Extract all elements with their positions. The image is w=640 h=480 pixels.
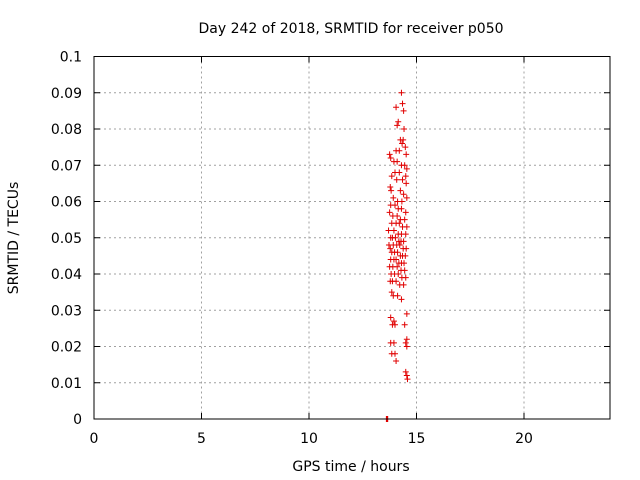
data-point (394, 158, 401, 165)
data-point (387, 155, 394, 161)
data-point (398, 205, 405, 212)
y-tick-label: 0.07 (51, 158, 82, 174)
data-point (403, 180, 410, 187)
data-point (390, 318, 397, 325)
data-point (401, 321, 408, 328)
data-point (390, 194, 397, 201)
tick-layer: 0 0.01 0.02 0.03 0.04 0.05 0.06 0.07 0.08 0.09 0.1… (51, 50, 610, 447)
data-point (393, 278, 400, 285)
data-point (394, 122, 401, 129)
data-point (395, 271, 402, 277)
data-point (402, 173, 409, 180)
y-tick-label: 0.03 (51, 303, 82, 319)
x-tick-label: 20 (515, 431, 533, 447)
data-point (386, 209, 393, 216)
data-point (387, 314, 394, 321)
x-tick-label: 5 (197, 431, 206, 447)
y-tick-label: 0.1 (60, 50, 82, 66)
data-point (403, 372, 410, 379)
data-point (404, 376, 411, 383)
data-point (393, 104, 400, 111)
data-point (400, 238, 407, 245)
data-point (400, 281, 407, 288)
data-point (393, 358, 400, 364)
data-point (393, 176, 400, 183)
data-point (386, 151, 393, 158)
data-point (400, 191, 407, 198)
data-points (383, 89, 411, 422)
data-point (397, 187, 404, 194)
data-point (396, 169, 403, 176)
data-point (396, 220, 403, 227)
data-point (402, 231, 409, 238)
data-point (403, 165, 410, 172)
y-tick-label: 0.04 (51, 267, 82, 283)
data-point (399, 140, 406, 147)
data-point (392, 234, 399, 241)
data-point (398, 198, 405, 205)
y-tick-label: 0.01 (51, 376, 82, 392)
data-point (401, 267, 408, 274)
data-point (402, 144, 409, 151)
data-point (403, 343, 410, 350)
grid-layer (94, 56, 610, 419)
data-point (396, 147, 403, 154)
data-point (402, 209, 409, 216)
data-point (395, 118, 402, 125)
data-point (400, 107, 407, 114)
data-point (402, 339, 409, 346)
data-point (394, 213, 401, 219)
x-tick-label: 10 (300, 431, 318, 447)
data-point (390, 339, 397, 346)
data-point (396, 242, 403, 248)
data-point (399, 176, 406, 183)
data-point (388, 173, 395, 180)
x-axis-label: GPS time / hours (292, 459, 409, 475)
plot-frame (93, 56, 611, 420)
y-tick-label: 0.06 (51, 195, 82, 211)
y-tick-label: 0 (73, 412, 82, 428)
data-point (401, 162, 408, 169)
data-point (401, 216, 408, 223)
y-tick-label: 0.05 (51, 231, 82, 247)
y-tick-label: 0.02 (51, 340, 82, 356)
data-point (390, 227, 397, 234)
data-point (394, 249, 401, 256)
data-point (399, 100, 406, 107)
data-point (403, 310, 410, 317)
data-point (397, 136, 404, 143)
data-point (394, 263, 401, 270)
data-point (403, 336, 410, 343)
data-point (392, 202, 398, 209)
data-point (387, 245, 394, 252)
y-axis-label: SRMTID / TECUs (6, 182, 22, 295)
data-point (402, 368, 409, 375)
data-point (392, 321, 398, 328)
data-point (388, 350, 395, 357)
data-point (403, 223, 410, 230)
data-point (398, 89, 405, 96)
data-point (394, 292, 401, 299)
data-point (398, 296, 405, 303)
data-point (387, 184, 394, 190)
chart-title: Day 242 of 2018, SRMTID for receiver p05… (198, 21, 503, 37)
y-tick-label: 0.09 (51, 86, 82, 102)
data-point (385, 227, 392, 234)
y-tick-label: 0.08 (51, 122, 82, 138)
data-point (401, 126, 408, 132)
data-point (393, 256, 400, 263)
data-point (403, 194, 410, 201)
data-point (388, 187, 395, 194)
data-point (402, 252, 409, 259)
data-point (403, 245, 410, 252)
data-point (388, 289, 395, 296)
data-point (402, 274, 409, 281)
x-tick-label: 15 (408, 431, 426, 447)
data-point (403, 151, 410, 158)
x-tick-label: 0 (90, 431, 99, 447)
data-point (401, 260, 408, 267)
